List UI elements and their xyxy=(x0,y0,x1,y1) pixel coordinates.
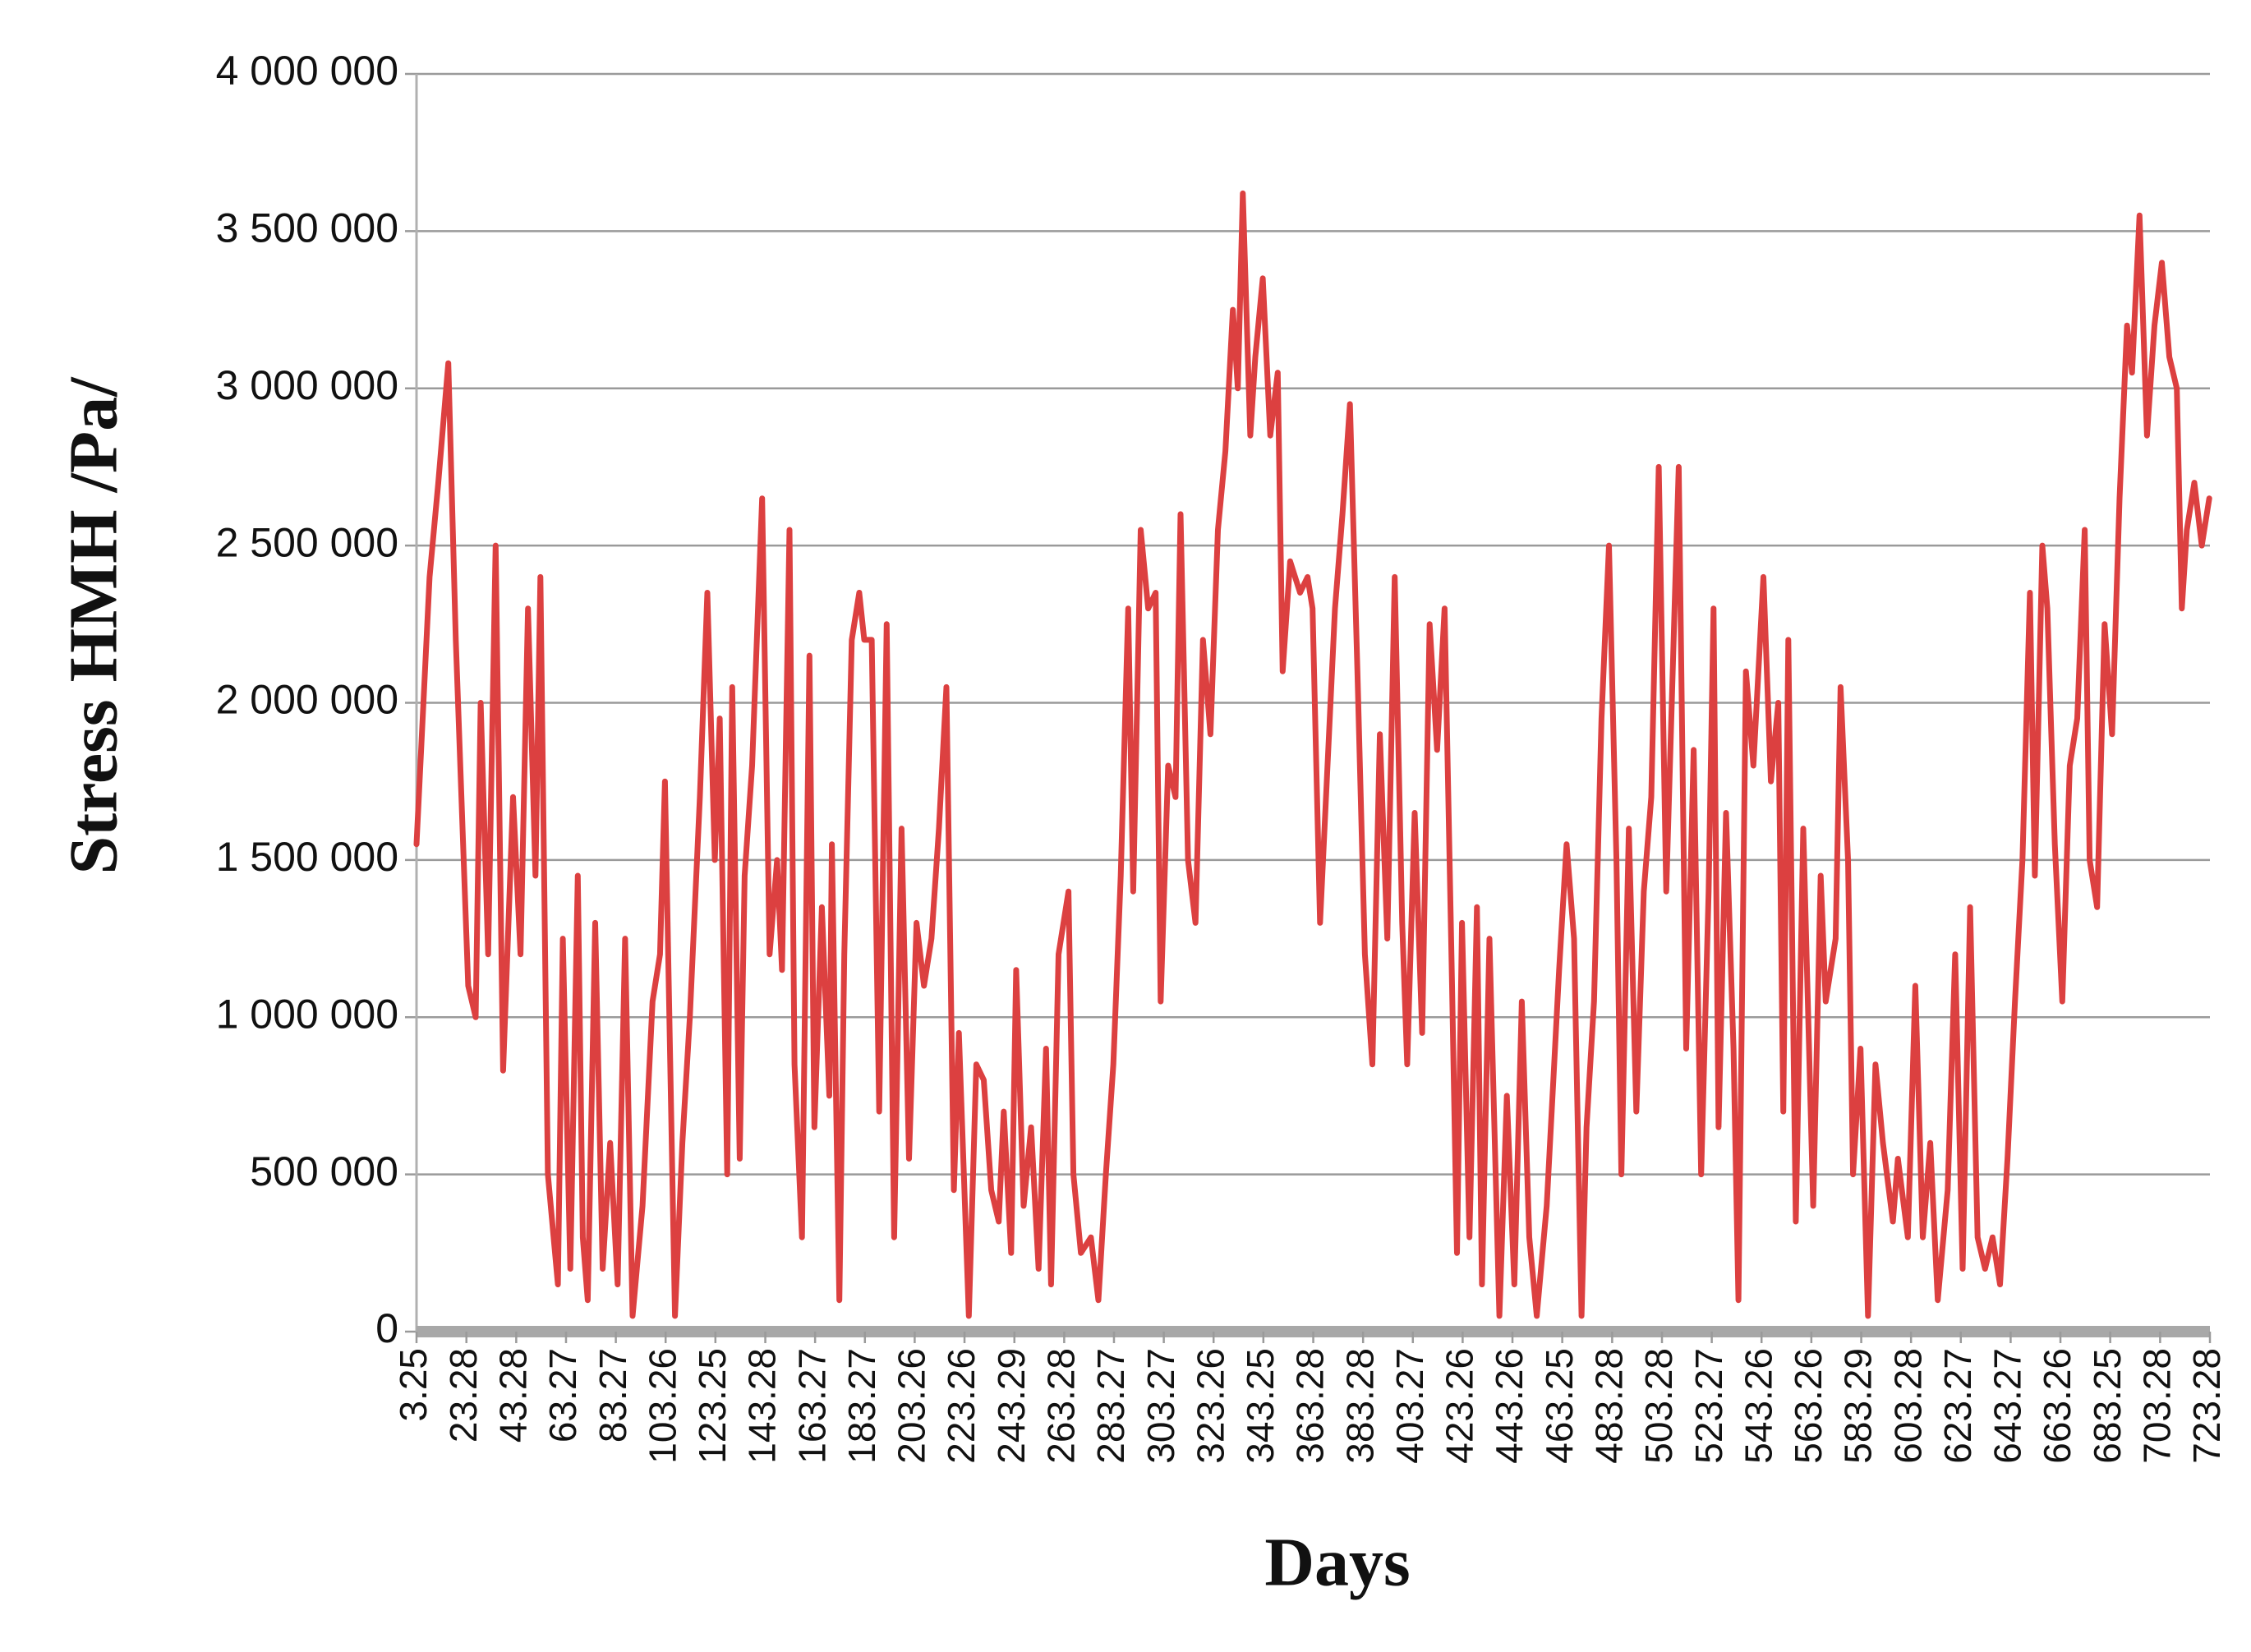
x-tick-label: 403.27 xyxy=(1388,1348,1431,1464)
x-tick-label: 443.26 xyxy=(1488,1348,1531,1464)
y-tick-label: 1 500 000 xyxy=(216,834,398,880)
x-tick-label: 543.26 xyxy=(1737,1348,1779,1464)
x-tick-label: 463.25 xyxy=(1538,1348,1581,1464)
x-tick-label: 503.28 xyxy=(1637,1348,1680,1464)
x-tick-label: 363.28 xyxy=(1289,1348,1332,1464)
y-tick-label: 3 500 000 xyxy=(216,205,398,251)
x-tick-label: 383.28 xyxy=(1338,1348,1381,1464)
x-tick-label: 603.28 xyxy=(1886,1348,1929,1464)
x-tick-label: 683.25 xyxy=(2086,1348,2129,1464)
x-tick-label: 563.26 xyxy=(1787,1348,1830,1464)
x-tick-label: 303.27 xyxy=(1139,1348,1182,1464)
x-tick-label: 483.28 xyxy=(1588,1348,1631,1464)
y-tick-label: 500 000 xyxy=(250,1148,398,1194)
x-tick-label: 143.28 xyxy=(741,1348,784,1464)
x-tick-label: 3.25 xyxy=(392,1348,435,1422)
x-tick-label: 123.25 xyxy=(691,1348,734,1464)
x-tick-label: 343.25 xyxy=(1239,1348,1282,1464)
data-line xyxy=(413,190,2212,1319)
x-tick-label: 83.27 xyxy=(592,1348,634,1443)
x-tick-label: 723.28 xyxy=(2185,1348,2228,1464)
x-tick-label: 423.26 xyxy=(1439,1348,1481,1464)
x-tick-label: 203.26 xyxy=(891,1348,933,1464)
x-tick-label: 23.28 xyxy=(442,1348,485,1443)
x-tick-label: 183.27 xyxy=(840,1348,883,1464)
y-tick-label: 2 000 000 xyxy=(216,677,398,723)
x-tick-label: 623.27 xyxy=(1936,1348,1979,1464)
x-tick-label: 263.28 xyxy=(1040,1348,1083,1464)
x-tick-label: 283.27 xyxy=(1089,1348,1132,1464)
y-axis-title: Stress HMH /Pa/ xyxy=(55,376,131,875)
x-axis-title: Days xyxy=(1264,1524,1410,1600)
x-tick-label: 43.28 xyxy=(492,1348,535,1443)
x-tick-label: 703.28 xyxy=(2136,1348,2179,1464)
x-tick-label: 323.26 xyxy=(1189,1348,1231,1464)
y-tick-label: 1 000 000 xyxy=(216,991,398,1037)
y-tick-label: 2 500 000 xyxy=(216,519,398,565)
x-tick-label: 663.26 xyxy=(2036,1348,2078,1464)
x-tick-label: 163.27 xyxy=(790,1348,833,1464)
x-tick-label: 643.27 xyxy=(1986,1348,2029,1464)
y-tick-label: 4 000 000 xyxy=(216,48,398,94)
x-tick-label: 63.27 xyxy=(541,1348,584,1443)
y-tick-label: 0 xyxy=(375,1305,398,1351)
x-tick-label: 103.26 xyxy=(641,1348,684,1464)
x-tick-label: 223.26 xyxy=(940,1348,983,1464)
y-tick-label: 3 000 000 xyxy=(216,362,398,408)
x-tick-label: 243.29 xyxy=(990,1348,1033,1464)
x-tick-label: 523.27 xyxy=(1687,1348,1730,1464)
x-tick-label: 583.29 xyxy=(1837,1348,1880,1464)
